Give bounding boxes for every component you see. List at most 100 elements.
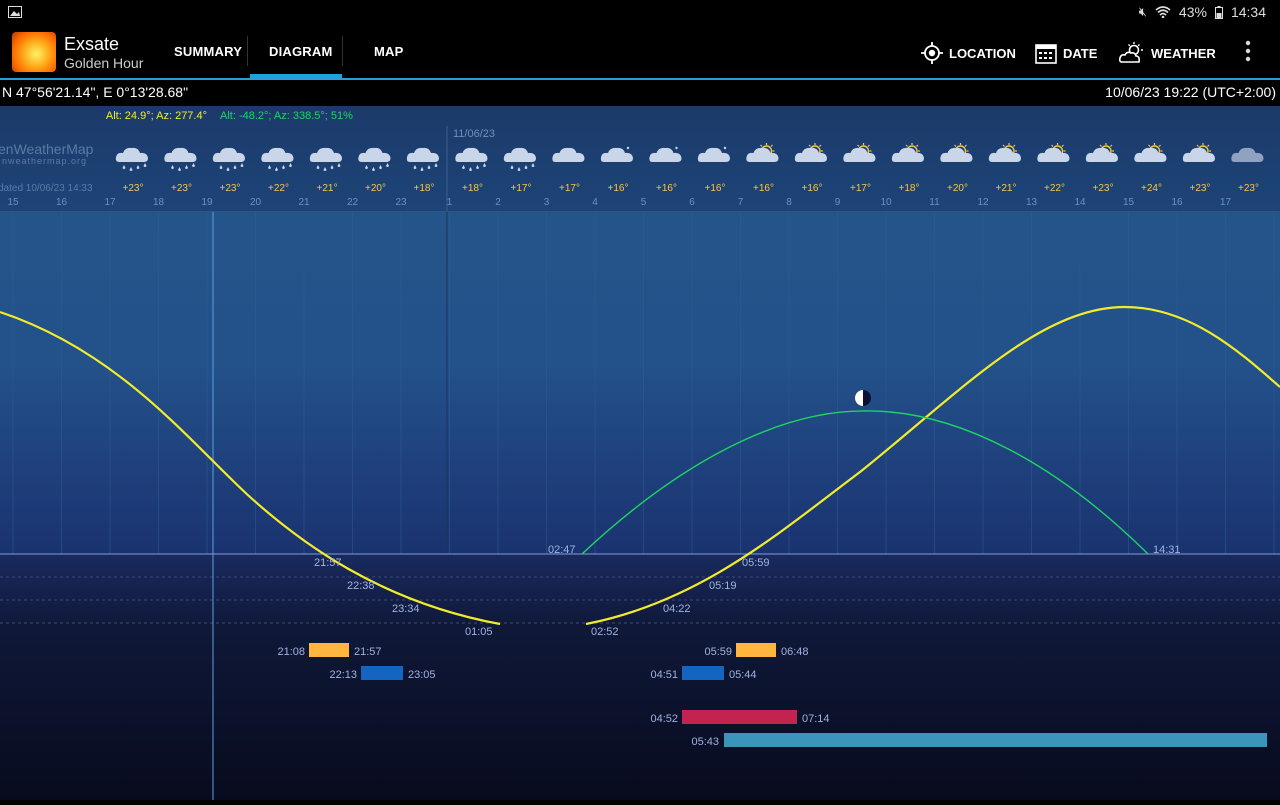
sun-ray [857, 144, 860, 147]
hour-label: 5 [641, 197, 647, 208]
weather-label: WEATHER [1151, 45, 1216, 61]
weather-icon-rain [115, 147, 148, 172]
sun-ray [916, 144, 919, 147]
mute-icon: 🔇︎ [1138, 4, 1147, 19]
forecast-temp: +17° [511, 183, 532, 194]
hour-label: 9 [835, 197, 841, 208]
wifi-icon [1155, 6, 1171, 18]
weather-icon-rain [309, 147, 342, 172]
raindrop [462, 165, 465, 170]
cloud-icon [1085, 147, 1118, 162]
cloud-icon [261, 147, 294, 162]
daytime-sky [0, 212, 1280, 554]
hour-label: 15 [7, 197, 19, 208]
raindrop [226, 167, 230, 172]
raindrop [427, 165, 431, 170]
cloud-icon [406, 147, 439, 162]
raindrop [330, 165, 334, 170]
cloud-icon [891, 147, 924, 162]
raindrop [219, 165, 223, 170]
weather-icon-cloud [552, 147, 585, 162]
provider-url: nweathermap.org [2, 156, 87, 166]
sun-ray [808, 144, 811, 147]
hour-label: 14 [1074, 197, 1086, 208]
forecast-temp: +16° [753, 183, 774, 194]
app-bar: Exsate Golden Hour SUMMARY DIAGRAM MAP L… [0, 24, 1280, 80]
location-button[interactable]: LOCATION [921, 42, 1016, 64]
blue-evening-start: 22:13 [329, 669, 357, 681]
cloud-icon [358, 147, 391, 162]
tab-diagram[interactable]: DIAGRAM [269, 44, 333, 59]
nautical-dawn-time: 04:22 [663, 603, 691, 615]
app-title: Exsate [64, 34, 120, 54]
tab-map[interactable]: MAP [374, 44, 404, 59]
sun-ray [1061, 144, 1064, 147]
sun-ray [1002, 144, 1005, 147]
raindrop [510, 165, 514, 170]
weather-icon-sun-cloud [940, 143, 973, 162]
hour-label: 1 [447, 197, 453, 208]
cloud-icon [697, 147, 730, 162]
hour-label: 16 [1171, 197, 1183, 208]
raindrop [122, 165, 126, 170]
cloud-icon [746, 147, 779, 162]
sun-lowest-time-right: 02:52 [591, 626, 619, 638]
raindrop [136, 165, 140, 170]
sun-ray [1207, 144, 1210, 147]
weather-button[interactable]: WEATHER [1119, 42, 1216, 64]
sun-moon-diagram: 21:57 22:38 23:34 01:05 02:52 04:22 05:19 05:59… [0, 106, 1280, 800]
overflow-menu-icon[interactable] [1244, 40, 1252, 62]
weather-forecast: Alt: 24.9°; Az: 277.4° Alt: -48.2°; Az: 3… [0, 110, 1280, 212]
weather-icon-rain [261, 147, 294, 172]
app-bar-divider [0, 78, 1280, 80]
sun-ray [964, 144, 967, 147]
cloud-icon [164, 147, 197, 162]
sun-ray [1099, 144, 1102, 147]
hour-label: 13 [1026, 197, 1038, 208]
sun-ray [1158, 144, 1161, 147]
weather-icon-sun-cloud [1037, 143, 1070, 162]
forecast-temp: +24° [1141, 183, 1162, 194]
weather-icon-sun-cloud [988, 143, 1021, 162]
cyan-bar-start: 05:43 [691, 736, 719, 748]
sun-ray [954, 144, 957, 147]
cloud-icon [600, 147, 633, 162]
raindrop [517, 167, 521, 172]
civil-dusk-time: 22:38 [347, 580, 375, 592]
tab-summary[interactable]: SUMMARY [174, 44, 243, 59]
altitude-chart[interactable]: 21:57 22:38 23:34 01:05 02:52 04:22 05:19 05:59… [0, 106, 1280, 800]
blue-morning-start: 04:51 [650, 669, 678, 681]
hour-label: 18 [153, 197, 165, 208]
weather-icon-sun-cloud [891, 143, 924, 162]
battery-text: 43% [1178, 4, 1207, 20]
hour-label: 2 [495, 197, 501, 208]
red-period-bar [682, 710, 797, 724]
location-label: LOCATION [949, 45, 1016, 61]
app-logo-icon [12, 32, 56, 72]
hour-label: 20 [250, 197, 262, 208]
raindrop [531, 163, 535, 168]
hour-label: 22 [347, 197, 359, 208]
date-button[interactable]: DATE [1035, 42, 1097, 64]
moonrise-time: 02:47 [548, 544, 576, 556]
forecast-temp: +18° [414, 183, 435, 194]
weather-icon-rain [406, 147, 439, 172]
nautical-dusk-time: 23:34 [392, 603, 420, 615]
moon-path [581, 410, 1149, 555]
raindrop [337, 163, 341, 168]
tab-divider [342, 36, 343, 66]
weather-icon-sun-cloud [794, 143, 827, 162]
cloud-icon [1134, 147, 1167, 162]
forecast-temp: +20° [365, 183, 386, 194]
raindrop [413, 165, 417, 170]
raindrop [178, 167, 181, 172]
sun-ray [905, 144, 908, 147]
raindrop [268, 165, 271, 170]
moon-readout: Alt: -48.2°; Az: 338.5°; 51% [220, 110, 353, 122]
raindrop [434, 163, 438, 168]
forecast-temp: +20° [947, 183, 968, 194]
location-coordinates: N 47°56'21.14", E 0°13'28.68" [2, 84, 189, 100]
forecast-temp: +23° [1238, 183, 1259, 194]
forecast-day-label: 11/06/23 [453, 128, 495, 140]
forecast-temp: +18° [899, 183, 920, 194]
